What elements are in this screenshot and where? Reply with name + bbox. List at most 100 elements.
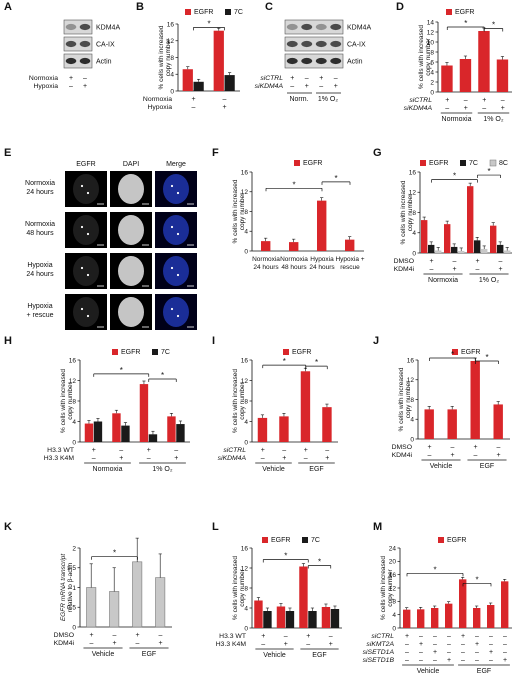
y-axis-label: % cells with increased: [398, 367, 405, 431]
bar-7C: [193, 81, 204, 91]
row-mark: +: [191, 96, 195, 103]
chart-G: 0 4 8 12 16% cells with increased copy number…: [394, 159, 512, 284]
row-mark: +: [261, 633, 265, 640]
y-axis-label: copy number: [425, 37, 432, 75]
bar-EGFR: [421, 220, 428, 253]
egfr-focus: [80, 225, 84, 229]
row-mark: –: [433, 641, 437, 648]
row-mark: –: [284, 633, 288, 640]
y-tick-label: 10: [427, 39, 435, 46]
group-label: 1% O₂: [479, 277, 500, 284]
y-tick-label: 0: [244, 439, 248, 446]
y-axis-label: copy number: [387, 568, 394, 606]
blot-band: [79, 23, 91, 31]
y-tick-label: 1: [72, 585, 76, 592]
blot-band: [65, 40, 77, 48]
row-mark: +: [419, 641, 423, 648]
bar-EGFR: [321, 607, 331, 628]
y-axis-label: copy number: [239, 381, 246, 419]
row-mark: –: [461, 641, 465, 648]
group-label: Norm.: [289, 96, 308, 103]
row-mark: +: [450, 452, 454, 459]
y-tick-label: 6: [430, 59, 434, 66]
row-label: DMSO: [392, 444, 412, 451]
row-mark: –: [430, 266, 434, 273]
significance-star: *: [315, 358, 318, 367]
row-label: H3.3 WT: [219, 633, 246, 640]
y-tick-label: 1.5: [67, 565, 76, 572]
y-tick-label: 8: [410, 397, 414, 404]
row-mark: –: [461, 649, 465, 656]
blot-label: CA-IX: [96, 42, 115, 49]
legend-swatch-EGFR: [438, 537, 444, 543]
egfr-focus: [170, 184, 174, 188]
category-label: 24 hours: [253, 264, 279, 271]
y-tick-label: 20: [389, 559, 397, 566]
row-mark: –: [419, 633, 423, 640]
row-label: H3.3 K4M: [44, 455, 75, 462]
row-mark: –: [405, 649, 409, 656]
row-mark: +: [83, 83, 87, 90]
blot-band: [315, 57, 327, 65]
bar-7C: [428, 244, 435, 253]
row-label: Hypoxia: [147, 104, 172, 111]
group-label: EGF: [142, 651, 156, 658]
bar-EGFR: [496, 59, 509, 92]
blot-band: [65, 23, 77, 31]
y-tick-label: 14: [427, 19, 435, 26]
legend-label-EGFR: EGFR: [303, 160, 322, 167]
cell-nucleus: [73, 297, 99, 327]
legend-swatch-7C: [152, 349, 158, 355]
bar-EGFR: [279, 416, 289, 442]
row-mark: –: [482, 105, 486, 112]
row-mark: +: [445, 97, 449, 104]
group-label: Normoxia: [442, 116, 472, 123]
chart-B: 0 4 8 12 16% cells with increased copy number…: [143, 9, 243, 111]
bar-EGFR: [441, 65, 453, 92]
row-mark: –: [475, 657, 479, 664]
row-mark: –: [474, 452, 478, 459]
row-mark: –: [261, 641, 265, 648]
row-mark: +: [503, 657, 507, 664]
row-mark: –: [113, 632, 117, 639]
row-mark: –: [503, 649, 507, 656]
bar-EGFR: [487, 605, 495, 628]
row-label: H3.3 WT: [47, 447, 74, 454]
row-label: siKDM4A: [218, 455, 247, 462]
y-axis-label: % cells with increased: [400, 180, 407, 244]
blot-strip: [284, 19, 344, 35]
y-axis-label: % cells with increased: [158, 25, 165, 89]
cell-nucleus: [163, 215, 189, 245]
row-mark: –: [445, 105, 449, 112]
legend-label-EGFR: EGFR: [447, 537, 466, 544]
row-mark: –: [325, 447, 329, 454]
row-mark: +: [496, 452, 500, 459]
bar-EGFR: [417, 609, 425, 628]
legend-label-EGFR: EGFR: [292, 349, 311, 356]
y-tick-label: 12: [409, 190, 417, 197]
y-tick-label: 4: [392, 612, 396, 619]
cell-nucleus: [163, 174, 189, 204]
row-mark: –: [174, 447, 178, 454]
row-mark: +: [473, 444, 477, 451]
row-label: KDM4i: [394, 266, 415, 273]
legend-label-7C: 7C: [469, 160, 478, 167]
bar-EGFR: [431, 608, 439, 628]
row-mark: –: [282, 447, 286, 454]
row-mark: +: [429, 258, 433, 265]
bar-7C: [497, 244, 504, 253]
y-tick-label: 8: [244, 398, 248, 405]
y-tick-label: 2: [72, 545, 76, 552]
bar-EGFR: [445, 603, 453, 628]
blot-band: [79, 57, 91, 65]
blot-band: [65, 57, 77, 65]
row-mark: –: [447, 649, 451, 656]
y-axis-label: copy number: [239, 192, 246, 230]
y-tick-label: 12: [241, 378, 249, 385]
row-mark: +: [319, 75, 323, 82]
row-mark: –: [419, 649, 423, 656]
row-mark: +: [482, 97, 486, 104]
bar-EGFR: [444, 224, 451, 253]
bar-EGFR: [322, 407, 332, 442]
